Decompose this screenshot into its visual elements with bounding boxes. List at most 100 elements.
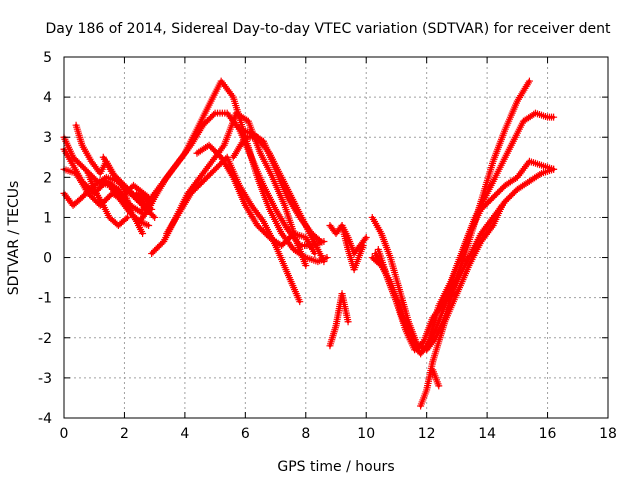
data-point [116,177,124,185]
x-tick-label: 4 [180,426,189,442]
series-trace-main-e [193,141,319,258]
data-point [214,150,222,158]
series-trace-late-e [417,201,506,410]
data-point [71,155,79,163]
data-point [193,183,201,191]
data-point [205,141,213,149]
data-point [507,191,515,199]
data-point [550,113,558,121]
series-trace-late-d [374,165,558,354]
data-point [213,164,221,172]
data-point [122,183,130,191]
x-tick-label: 16 [539,426,557,442]
data-point [495,187,503,195]
data-point [80,164,88,172]
data-point [205,115,213,123]
series-trace-mid-2 [326,290,352,350]
data-point [497,186,505,194]
data-point [320,258,328,266]
data-point [536,170,544,178]
data-point [140,204,148,212]
chart-title: Day 186 of 2014, Sidereal Day-to-day VTE… [45,21,611,37]
data-point [191,185,199,193]
y-tick-label: -4 [38,411,52,427]
y-tick-label: 1 [43,210,52,226]
data-point [78,177,86,185]
data-point [210,146,218,154]
data-point [261,229,269,237]
data-point [253,221,261,229]
data-point [477,205,485,213]
data-point [75,159,83,167]
data-point [187,189,195,197]
data-point [158,239,166,247]
data-point [317,238,325,246]
data-point [78,193,86,201]
x-tick-label: 2 [120,426,129,442]
series-trace-6 [84,169,131,229]
data-point [509,190,517,198]
data-point [151,247,159,255]
data-point [201,120,209,128]
data-point [114,175,122,183]
data-point [315,236,323,244]
data-point [204,117,212,125]
y-tick-label: -3 [38,371,52,387]
data-point [486,196,494,204]
data-point [285,234,293,242]
data-point [151,213,159,221]
plot-area [60,77,558,410]
data-point [207,170,215,178]
data-point [525,77,533,85]
data-point [80,179,88,187]
data-point [77,161,85,169]
y-tick-label: 0 [43,251,52,267]
data-point [258,226,266,234]
series-trace-8 [108,185,159,225]
data-point [503,196,511,204]
data-point [143,201,151,209]
data-point [96,183,104,191]
data-point [284,236,292,244]
data-point [359,242,367,250]
data-point [199,177,207,185]
data-point [498,201,506,209]
data-point [208,168,216,176]
y-tick-label: 3 [43,130,52,146]
y-tick-label: -2 [38,331,52,347]
data-point [142,202,150,210]
data-point [501,197,509,205]
data-point [125,186,133,194]
data-point [210,111,218,119]
data-point [84,187,92,195]
data-point [87,192,95,200]
data-point [80,192,88,200]
data-point [211,165,219,173]
data-point [262,230,270,238]
data-point [152,245,160,253]
data-point [154,244,162,252]
data-point [216,161,224,169]
data-point [74,158,82,166]
data-point [81,165,89,173]
data-point [287,232,295,240]
data-point [210,167,218,175]
x-tick-label: 6 [241,426,250,442]
data-point [123,184,131,192]
series-trace-mid-1 [326,221,370,258]
data-point [278,242,286,250]
data-point [139,205,147,213]
data-point [111,172,119,180]
data-point [213,149,221,157]
data-point [211,147,219,155]
data-point [143,207,151,215]
data-point [207,114,215,122]
series-trace-main-g [235,125,325,246]
data-point [259,227,267,235]
x-tick-label: 14 [478,426,496,442]
data-point [202,174,210,182]
plot-frame [63,56,609,419]
data-point [279,240,287,248]
data-point [199,121,207,129]
